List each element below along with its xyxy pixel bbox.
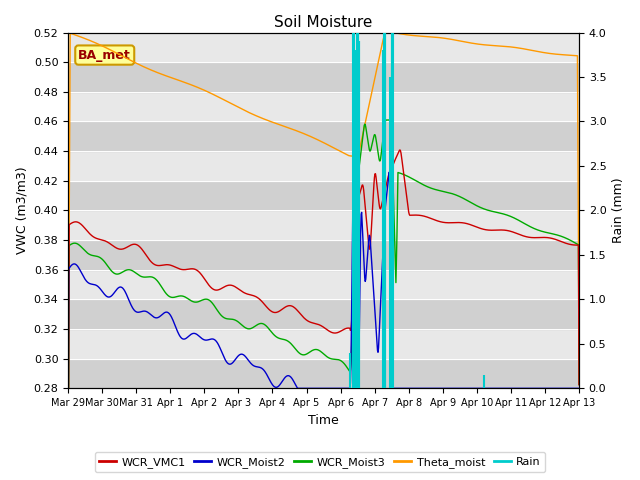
Bar [68,151,579,181]
Bar [68,121,579,151]
Legend: WCR_VMC1, WCR_Moist2, WCR_Moist3, Theta_moist, Rain: WCR_VMC1, WCR_Moist2, WCR_Moist3, Theta_… [95,452,545,472]
Bar [68,270,579,300]
X-axis label: Time: Time [308,414,339,427]
Bar [68,300,579,329]
Bar [68,359,579,388]
Bar [68,92,579,121]
Title: Soil Moisture: Soil Moisture [275,15,372,30]
Y-axis label: VWC (m3/m3): VWC (m3/m3) [15,167,28,254]
Bar [68,181,579,210]
Bar [68,240,579,270]
Bar [68,62,579,92]
Bar [68,210,579,240]
Y-axis label: Rain (mm): Rain (mm) [612,178,625,243]
Bar [68,33,579,62]
Bar [68,329,579,359]
Text: BA_met: BA_met [78,48,131,61]
